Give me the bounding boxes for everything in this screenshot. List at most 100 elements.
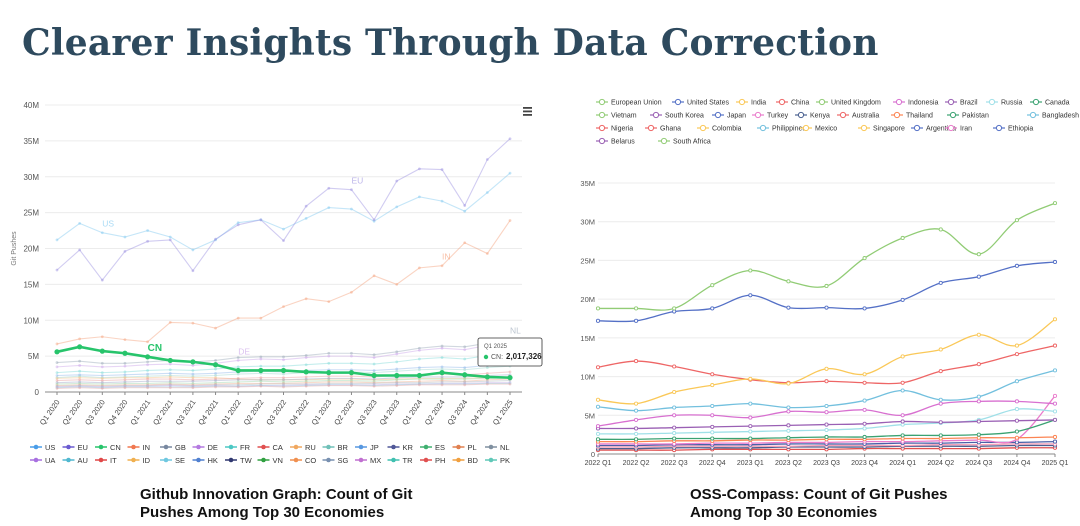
right-legend-item-brazil[interactable]: Brazil bbox=[945, 98, 978, 107]
right-point-united-kingdom bbox=[938, 397, 943, 402]
left-point-ca bbox=[214, 377, 217, 381]
left-legend-item-ph[interactable]: PH bbox=[420, 456, 445, 465]
right-point-china bbox=[595, 365, 601, 370]
left-point-in bbox=[123, 338, 127, 342]
right-legend-item-india[interactable]: India bbox=[736, 98, 766, 107]
left-legend-marker bbox=[488, 444, 494, 450]
right-legend-item-china[interactable]: China bbox=[776, 98, 809, 107]
right-legend-item-turkey[interactable]: Turkey bbox=[752, 111, 789, 120]
left-legend-item-hk[interactable]: HK bbox=[192, 456, 218, 465]
right-legend-item-philippines[interactable]: Philippines bbox=[757, 124, 806, 133]
right-legend-item-vietnam[interactable]: Vietnam bbox=[596, 111, 637, 120]
left-legend-label: CO bbox=[305, 456, 316, 465]
right-legend-item-nigeria[interactable]: Nigeria bbox=[596, 124, 633, 133]
left-legend-item-jp[interactable]: JP bbox=[355, 443, 379, 452]
left-legend-item-in[interactable]: IN bbox=[127, 443, 151, 452]
left-legend-item-pk[interactable]: PK bbox=[485, 456, 510, 465]
left-legend-item-id[interactable]: ID bbox=[127, 456, 151, 465]
right-legend-item-mexico[interactable]: Mexico bbox=[800, 124, 837, 133]
left-point-kr bbox=[304, 377, 308, 381]
right-y-tick-label: 10M bbox=[580, 373, 595, 382]
left-legend-item-cn[interactable]: CN bbox=[95, 443, 121, 452]
left-point-in bbox=[304, 297, 308, 301]
left-point-ca bbox=[485, 371, 489, 375]
left-point-fr bbox=[146, 369, 150, 372]
right-legend-item-belarus[interactable]: Belarus bbox=[596, 137, 635, 146]
right-legend-label: Ethiopia bbox=[1008, 126, 1033, 133]
right-legend-item-ghana[interactable]: Ghana bbox=[645, 124, 681, 133]
right-point-european-union bbox=[634, 306, 639, 311]
right-legend-item-japan[interactable]: Japan bbox=[712, 111, 746, 120]
right-series-european-union bbox=[595, 201, 1058, 311]
right-legend-item-kenya[interactable]: Kenya bbox=[795, 111, 830, 120]
left-legend-item-kr[interactable]: KR bbox=[387, 443, 414, 452]
left-point-ua bbox=[440, 381, 444, 385]
left-legend-item-pl[interactable]: PL bbox=[452, 443, 477, 452]
left-point-us bbox=[440, 199, 444, 203]
right-point-india bbox=[976, 332, 981, 337]
left-legend-item-ca[interactable]: CA bbox=[257, 443, 283, 452]
left-legend-item-us[interactable]: US bbox=[30, 443, 55, 452]
right-legend-item-united-states[interactable]: United States bbox=[672, 98, 730, 107]
right-legend-item-bangladesh[interactable]: Bangladesh bbox=[1027, 111, 1079, 120]
left-point-gb bbox=[259, 355, 263, 359]
right-legend-item-south-korea[interactable]: South Korea bbox=[650, 111, 704, 120]
left-legend-item-sg[interactable]: SG bbox=[322, 456, 349, 465]
right-point-united-states bbox=[976, 274, 981, 279]
right-legend-item-united-kingdom[interactable]: United Kingdom bbox=[816, 98, 881, 107]
right-legend-item-pakistan[interactable]: Pakistan bbox=[947, 111, 989, 120]
left-legend-item-bd[interactable]: BD bbox=[452, 456, 479, 465]
right-legend-item-australia[interactable]: Australia bbox=[837, 111, 879, 120]
right-legend-item-south-africa[interactable]: South Africa bbox=[658, 137, 711, 146]
left-legend-item-gb[interactable]: GB bbox=[160, 443, 186, 452]
left-legend-item-de[interactable]: DE bbox=[192, 443, 218, 452]
left-point-pl bbox=[168, 382, 172, 386]
right-legend-item-russia[interactable]: Russia bbox=[986, 98, 1023, 107]
right-point-south-korea bbox=[1052, 393, 1058, 398]
right-legend-item-canada[interactable]: Canada bbox=[1030, 98, 1070, 107]
right-legend-item-argentina[interactable]: Argentina bbox=[911, 124, 956, 133]
left-point-de bbox=[168, 362, 172, 366]
right-legend-label: United States bbox=[687, 100, 730, 107]
left-tooltip: Q1 2025 CN: 2,017,326 bbox=[477, 337, 543, 367]
left-legend-item-co[interactable]: CO bbox=[290, 456, 316, 465]
left-legend-marker bbox=[196, 444, 201, 450]
right-legend-item-singapore[interactable]: Singapore bbox=[858, 124, 905, 133]
left-point-kr bbox=[191, 379, 195, 383]
right-legend-item-iran[interactable]: Iran bbox=[945, 124, 972, 133]
left-point-es bbox=[440, 377, 444, 381]
left-legend-item-es[interactable]: ES bbox=[420, 443, 445, 452]
left-legend-item-eu[interactable]: EU bbox=[62, 443, 88, 452]
left-legend-item-mx[interactable]: MX bbox=[355, 456, 381, 465]
left-point-es bbox=[123, 381, 127, 385]
left-legend-item-br[interactable]: BR bbox=[322, 443, 349, 452]
right-legend-item-indonesia[interactable]: Indonesia bbox=[893, 98, 938, 107]
left-legend-item-ru[interactable]: RU bbox=[290, 443, 316, 452]
right-point-brazil bbox=[1052, 417, 1058, 422]
left-legend-item-vn[interactable]: VN bbox=[257, 456, 283, 465]
left-point-eu bbox=[100, 278, 104, 282]
left-point-pl bbox=[372, 381, 376, 385]
right-legend-item-colombia[interactable]: Colombia bbox=[697, 124, 742, 133]
left-point-de bbox=[55, 365, 59, 369]
left-legend-item-fr[interactable]: FR bbox=[225, 443, 251, 452]
left-point-es bbox=[395, 378, 399, 382]
left-legend-item-ua[interactable]: UA bbox=[30, 456, 55, 465]
left-line-br bbox=[56, 365, 511, 379]
right-legend-marker bbox=[660, 137, 668, 145]
hamburger-menu-icon[interactable] bbox=[523, 107, 532, 116]
right-line-european-union bbox=[598, 202, 1056, 311]
left-point-in bbox=[236, 316, 240, 320]
left-legend-marker bbox=[358, 444, 364, 450]
left-point-us bbox=[123, 235, 127, 239]
left-legend-item-au[interactable]: AU bbox=[62, 456, 88, 465]
left-legend-item-tr[interactable]: TR bbox=[387, 456, 414, 465]
right-legend-item-thailand[interactable]: Thailand bbox=[891, 111, 933, 120]
left-legend-item-tw[interactable]: TW bbox=[225, 456, 253, 465]
left-legend-item-it[interactable]: IT bbox=[95, 456, 117, 465]
left-legend-item-se[interactable]: SE bbox=[160, 456, 185, 465]
right-legend-item-european-union[interactable]: European Union bbox=[596, 98, 662, 107]
left-legend-item-nl[interactable]: NL bbox=[485, 443, 510, 452]
left-legend-label: PH bbox=[435, 456, 445, 465]
right-legend-item-ethiopia[interactable]: Ethiopia bbox=[993, 124, 1033, 133]
